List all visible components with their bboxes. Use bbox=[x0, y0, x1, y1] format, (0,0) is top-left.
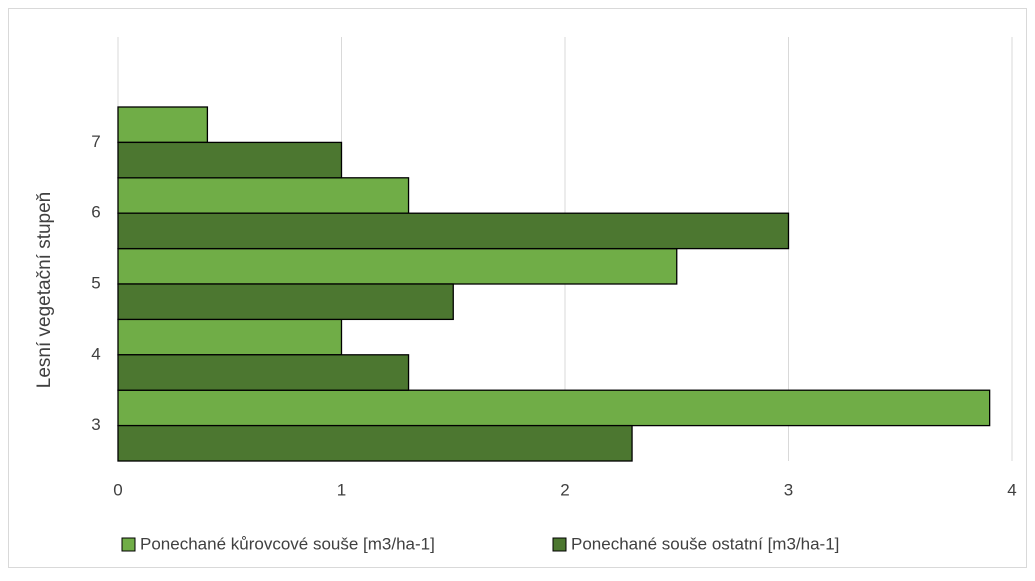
bar bbox=[117, 247, 678, 285]
y-tick-label: 7 bbox=[91, 132, 100, 151]
x-tick-label: 1 bbox=[337, 480, 346, 499]
bar bbox=[117, 389, 991, 427]
bar bbox=[117, 354, 410, 391]
legend-label: Ponechané souše ostatní [m3/ha-1] bbox=[571, 534, 839, 553]
y-tick-label: 5 bbox=[91, 273, 100, 292]
x-tick-label: 4 bbox=[1007, 480, 1016, 499]
bar bbox=[117, 424, 633, 462]
y-axis-label: Lesní vegetační stupeň bbox=[34, 192, 55, 388]
x-tick-label: 2 bbox=[560, 480, 569, 499]
bar bbox=[117, 212, 790, 250]
bar bbox=[117, 141, 343, 179]
bar bbox=[117, 318, 343, 356]
legend-swatch bbox=[552, 537, 567, 552]
x-tick-label: 3 bbox=[784, 480, 793, 499]
x-tick-label: 0 bbox=[113, 480, 122, 499]
legend-swatch bbox=[121, 537, 136, 552]
legend-label: Ponechané kůrovcové souše [m3/ha-1] bbox=[140, 534, 435, 553]
y-tick-label: 3 bbox=[91, 415, 100, 434]
y-tick-label: 4 bbox=[91, 344, 100, 363]
bar bbox=[117, 106, 209, 144]
bar bbox=[117, 283, 454, 321]
y-tick-label: 6 bbox=[91, 203, 100, 222]
bar bbox=[117, 177, 410, 214]
